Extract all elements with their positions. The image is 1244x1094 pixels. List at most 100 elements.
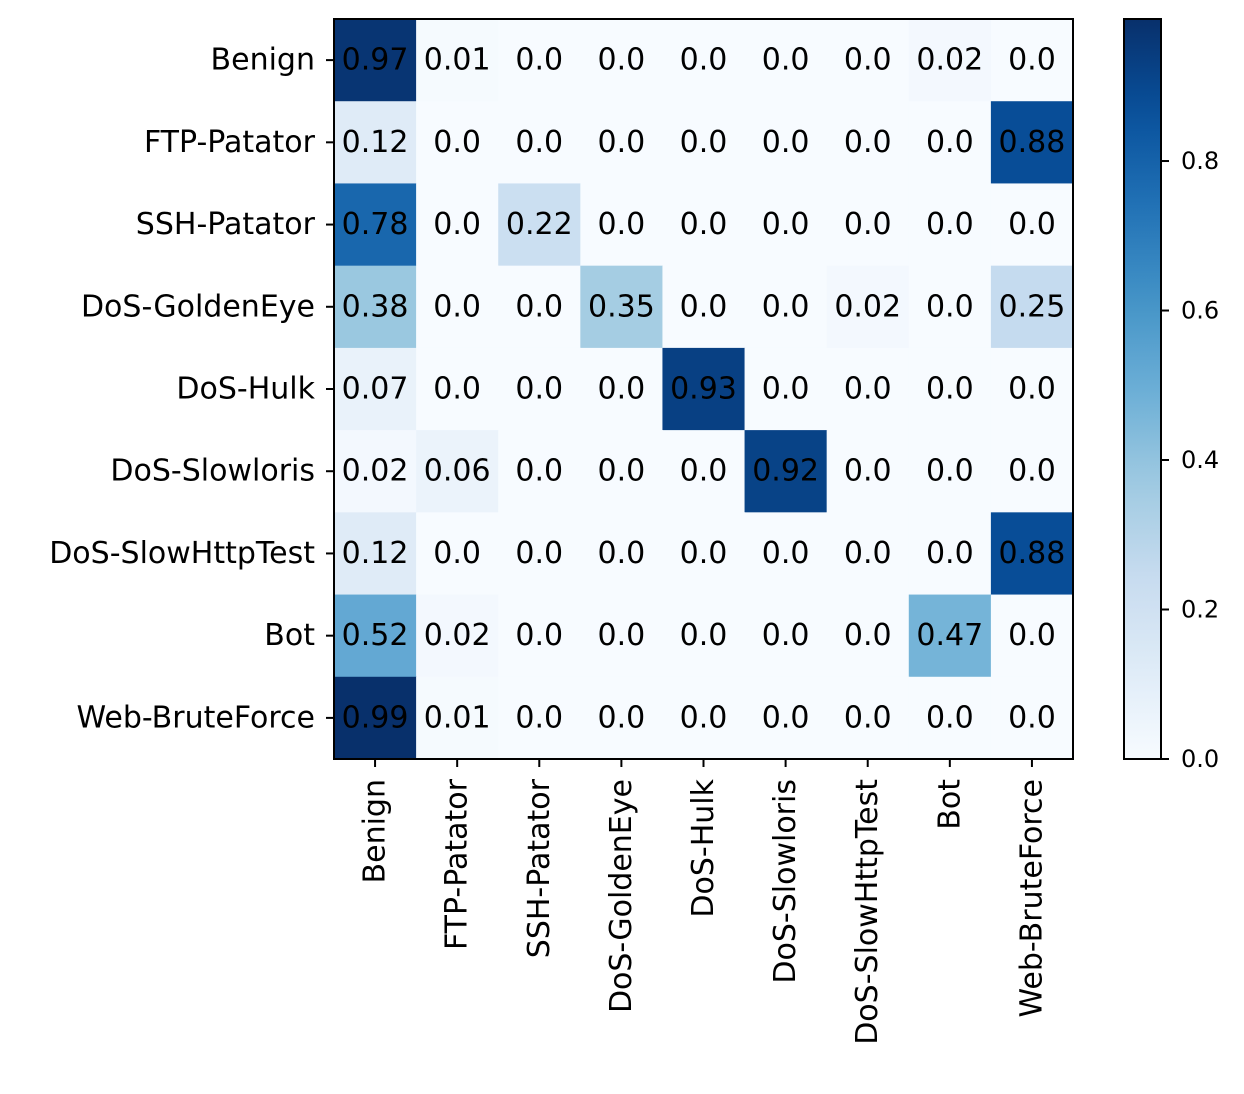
heatmap-cell xyxy=(826,265,910,349)
heatmap-cell xyxy=(908,512,992,596)
x-tick-label: SSH-Patator xyxy=(522,778,557,958)
cell-value-label: 0.02 xyxy=(342,454,409,489)
heatmap-cell xyxy=(662,101,746,185)
cell-value-label: 0.0 xyxy=(926,207,974,242)
cell-value-label: 0.0 xyxy=(762,289,810,324)
x-tick-label: DoS-GoldenEye xyxy=(604,779,639,1013)
heatmap-cell xyxy=(580,183,664,267)
heatmap-cell xyxy=(416,594,499,678)
cell-value-label: 0.38 xyxy=(342,289,409,324)
heatmap-cell xyxy=(334,101,417,185)
y-tick-label: DoS-Slowloris xyxy=(110,454,315,489)
heatmap-cell xyxy=(744,265,828,349)
cell-value-label: 0.0 xyxy=(433,289,481,324)
heatmap-cell xyxy=(498,512,581,596)
cell-value-label: 0.0 xyxy=(844,618,892,653)
cell-value-label: 0.06 xyxy=(424,454,491,489)
cell-value-label: 0.12 xyxy=(342,125,409,160)
colorbar-tick-label: 0.0 xyxy=(1181,745,1219,773)
cell-value-label: 0.0 xyxy=(926,536,974,571)
y-tick-label: Bot xyxy=(264,618,315,653)
cell-value-label: 0.0 xyxy=(1008,372,1056,407)
heatmap-cell xyxy=(416,676,499,760)
cell-value-label: 0.0 xyxy=(515,289,563,324)
heatmap-cell xyxy=(826,19,910,102)
cell-value-label: 0.0 xyxy=(844,700,892,735)
heatmap-cell xyxy=(744,347,828,431)
cell-value-label: 0.0 xyxy=(844,125,892,160)
heatmap-cell xyxy=(908,676,992,760)
heatmap-cell xyxy=(990,101,1074,185)
heatmap-cell xyxy=(580,430,664,513)
x-tick-label: DoS-Hulk xyxy=(686,778,721,917)
cell-value-label: 0.0 xyxy=(1008,207,1056,242)
heatmap-cells xyxy=(334,19,1074,760)
cell-value-label: 0.0 xyxy=(926,454,974,489)
cell-value-label: 0.0 xyxy=(926,289,974,324)
cell-value-label: 0.0 xyxy=(598,700,646,735)
y-tick-label: Benign xyxy=(211,43,315,78)
heatmap-cell xyxy=(416,347,499,431)
y-tick-label: DoS-GoldenEye xyxy=(81,289,315,324)
heatmap-cell xyxy=(416,19,499,102)
heatmap-cell xyxy=(826,676,910,760)
colorbar-tick-label: 0.6 xyxy=(1181,297,1219,325)
cell-value-label: 0.88 xyxy=(999,125,1066,160)
heatmap-cell xyxy=(744,183,828,267)
cell-value-label: 0.0 xyxy=(844,207,892,242)
y-tick-label: FTP-Patator xyxy=(144,125,316,160)
cell-value-label: 0.0 xyxy=(762,700,810,735)
heatmap-cell xyxy=(334,183,417,267)
heatmap-cell xyxy=(662,19,746,102)
x-axis: Benign FTP-Patator SSH-Patator DoS-GoldenEy… xyxy=(358,759,1049,1045)
cell-value-label: 0.0 xyxy=(844,536,892,571)
x-tick-label: DoS-Slowloris xyxy=(768,779,803,984)
cell-value-label: 0.02 xyxy=(834,289,901,324)
cell-value-label: 0.0 xyxy=(680,536,728,571)
cell-value-label: 0.02 xyxy=(424,618,491,653)
heatmap-cell xyxy=(662,430,746,513)
heatmap-cell xyxy=(662,676,746,760)
heatmap-cell xyxy=(498,183,581,267)
cell-value-label: 0.0 xyxy=(762,125,810,160)
cell-value-label: 0.0 xyxy=(598,125,646,160)
y-tick-label: DoS-Hulk xyxy=(176,372,315,407)
heatmap-cell xyxy=(990,183,1074,267)
x-tick-label: DoS-SlowHttpTest xyxy=(850,779,885,1045)
heatmap-cell xyxy=(334,19,417,102)
cell-value-label: 0.0 xyxy=(762,536,810,571)
cell-value-label: 0.0 xyxy=(680,207,728,242)
cell-value-label: 0.25 xyxy=(999,289,1066,324)
cell-value-label: 0.35 xyxy=(588,289,655,324)
colorbar-ticks: 0.0 0.2 0.4 0.6 0.8 xyxy=(1161,147,1219,773)
cell-value-label: 0.0 xyxy=(680,454,728,489)
heatmap-cell xyxy=(908,101,992,185)
cell-value-label: 0.0 xyxy=(926,125,974,160)
heatmap-cell xyxy=(826,594,910,678)
heatmap-cell xyxy=(990,347,1074,431)
cell-value-label: 0.97 xyxy=(342,43,409,78)
heatmap-cell xyxy=(334,594,417,678)
heatmap-cell xyxy=(334,347,417,431)
colorbar-frame xyxy=(1123,18,1162,760)
cell-value-label: 0.0 xyxy=(598,207,646,242)
heatmap-cell xyxy=(416,183,499,267)
colorbar-tick-label: 0.8 xyxy=(1181,147,1219,175)
heatmap-cell xyxy=(662,265,746,349)
heatmap-cell xyxy=(334,265,417,349)
cell-value-label: 0.0 xyxy=(680,618,728,653)
cell-value-label: 0.0 xyxy=(598,618,646,653)
y-axis: Benign FTP-Patator SSH-Patator DoS-GoldenEy… xyxy=(49,43,334,735)
cell-value-label: 0.0 xyxy=(680,289,728,324)
cell-value-label: 0.07 xyxy=(342,372,409,407)
y-tick-label: DoS-SlowHttpTest xyxy=(49,536,315,571)
heatmap-cell xyxy=(908,183,992,267)
heatmap-cell xyxy=(662,512,746,596)
heatmap-cell xyxy=(580,512,664,596)
heatmap-cell xyxy=(498,19,581,102)
x-tick-label: Benign xyxy=(358,779,393,883)
cell-value-label: 0.88 xyxy=(999,536,1066,571)
heatmap-cell xyxy=(416,101,499,185)
heatmap-cell xyxy=(498,430,581,513)
heatmap-cell xyxy=(826,430,910,513)
